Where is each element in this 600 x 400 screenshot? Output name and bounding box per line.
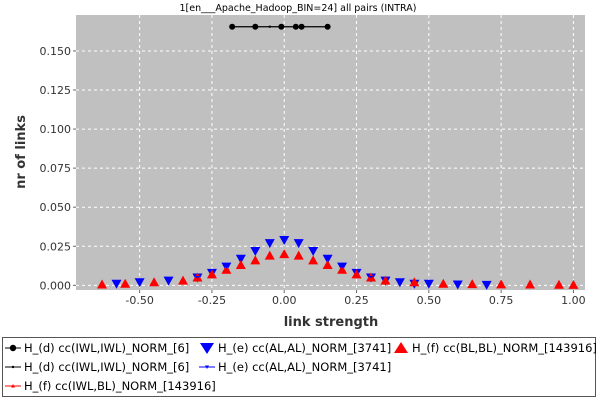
x-tick-label: 0.00: [272, 294, 297, 307]
legend-label: H_(d) cc(IWL,IWL)_NORM_[6]: [24, 341, 190, 355]
legend-label: H_(d) cc(IWL,IWL)_NORM_[6]: [24, 360, 190, 374]
data-point: [282, 253, 287, 258]
x-tick-label: 0.75: [489, 294, 514, 307]
circle-marker-icon: [5, 344, 21, 352]
legend-item-f-iwl-bl: H_(f) cc(IWL,BL)_NORM_[143916]: [5, 379, 216, 393]
data-point: [268, 25, 271, 28]
y-tick-label: 0.000: [40, 279, 72, 292]
data-point: [293, 239, 304, 249]
data-point: [178, 275, 189, 285]
triangle-down-marker-icon: [200, 343, 214, 354]
data-point: [166, 279, 171, 283]
data-point: [293, 250, 304, 260]
data-point: [368, 277, 373, 281]
data-point: [525, 279, 536, 289]
data-point: [250, 255, 261, 265]
data-point: [235, 254, 246, 264]
data-point: [467, 279, 478, 289]
plot-area: [76, 15, 585, 290]
data-point: [322, 254, 333, 264]
data-point: [481, 280, 492, 290]
axis-ticks: -0.50 -0.25 0.00 0.25 0.50 0.75 1.00 0.000 0.025…: [40, 45, 586, 307]
data-point: [340, 265, 345, 269]
y-tick-label: 0.100: [40, 123, 72, 136]
small-triangle-down-marker-icon: [199, 365, 215, 369]
data-series: [97, 23, 579, 290]
data-point: [221, 264, 232, 274]
legend-label: H_(f) cc(BL,BL)_NORM_[143916]: [412, 341, 597, 355]
data-point: [337, 264, 348, 274]
x-axis-title: link strength: [284, 315, 379, 330]
data-point: [311, 249, 316, 253]
triangle-up-marker-icon: [394, 342, 408, 353]
small-triangle-up-marker-icon: [5, 384, 21, 388]
data-point: [195, 277, 200, 281]
legend-item-e-al-al-small: H_(e) cc(AL,AL)_NORM_[3741]: [199, 360, 391, 374]
chart: 1[en___Apache_Hadoop_BIN=24] all pairs (…: [14, 3, 586, 330]
legend-item-d-iwl-iwl-small: H_(d) cc(IWL,IWL)_NORM_[6]: [5, 360, 189, 374]
data-point: [340, 269, 345, 273]
y-tick-label: 0.025: [40, 240, 72, 253]
data-point: [397, 280, 402, 285]
data-point: [426, 282, 431, 286]
data-point: [253, 259, 258, 264]
data-point: [326, 25, 329, 28]
data-point: [351, 269, 362, 279]
data-point: [206, 269, 217, 279]
data-point: [568, 279, 579, 289]
data-point: [294, 25, 297, 28]
data-point: [230, 25, 234, 28]
y-axis-title: nr of links: [14, 115, 29, 189]
data-point: [282, 238, 287, 242]
data-point: [409, 277, 420, 287]
data-point: [452, 280, 463, 290]
data-point: [264, 239, 275, 249]
series-3: [230, 25, 329, 28]
chart-title: 1[en___Apache_Hadoop_BIN=24] all pairs (…: [180, 3, 417, 14]
y-tick-label: 0.150: [40, 45, 72, 58]
data-point: [111, 279, 122, 289]
data-point: [438, 278, 449, 288]
x-tick-label: 1.00: [561, 294, 586, 307]
legend-item-d-iwl-iwl: H_(d) cc(IWL,IWL)_NORM_[6]: [5, 341, 189, 355]
legend-label: H_(e) cc(AL,AL)_NORM_[3741]: [218, 341, 392, 355]
legend-item-e-al-al: H_(e) cc(AL,AL)_NORM_[3741]: [199, 341, 391, 355]
data-point: [253, 249, 258, 253]
data-point: [311, 259, 316, 264]
data-point: [322, 260, 333, 269]
data-point: [149, 277, 160, 287]
data-point: [553, 279, 564, 289]
y-tick-label: 0.050: [40, 201, 72, 214]
data-point: [308, 255, 319, 265]
data-point: [264, 250, 275, 260]
legend-item-f-bl-bl: H_(f) cc(BL,BL)_NORM_[143916]: [393, 341, 597, 355]
dot-marker-icon: [5, 365, 21, 369]
series-5: [195, 253, 373, 281]
data-point: [380, 275, 391, 285]
data-point: [254, 25, 257, 28]
grid-lines: [76, 15, 585, 290]
data-point: [235, 260, 246, 269]
x-tick-label: 0.50: [417, 294, 442, 307]
data-point: [224, 269, 229, 273]
x-tick-label: -0.25: [198, 294, 226, 307]
y-tick-label: 0.125: [40, 84, 72, 97]
data-point: [224, 265, 229, 269]
data-point: [279, 249, 290, 259]
data-point: [137, 280, 142, 285]
data-point: [496, 279, 507, 289]
data-point: [300, 25, 303, 28]
x-tick-label: -0.50: [125, 294, 153, 307]
data-point: [97, 279, 108, 289]
y-tick-label: 0.075: [40, 162, 72, 175]
legend-label: H_(f) cc(IWL,BL)_NORM_[143916]: [24, 379, 216, 393]
legend-label: H_(e) cc(AL,AL)_NORM_[3741]: [218, 360, 392, 374]
x-tick-label: 0.25: [344, 294, 369, 307]
legend: H_(d) cc(IWL,IWL)_NORM_[6] H_(e) cc(AL,A…: [2, 337, 597, 397]
data-point: [120, 278, 131, 288]
data-point: [280, 25, 283, 28]
